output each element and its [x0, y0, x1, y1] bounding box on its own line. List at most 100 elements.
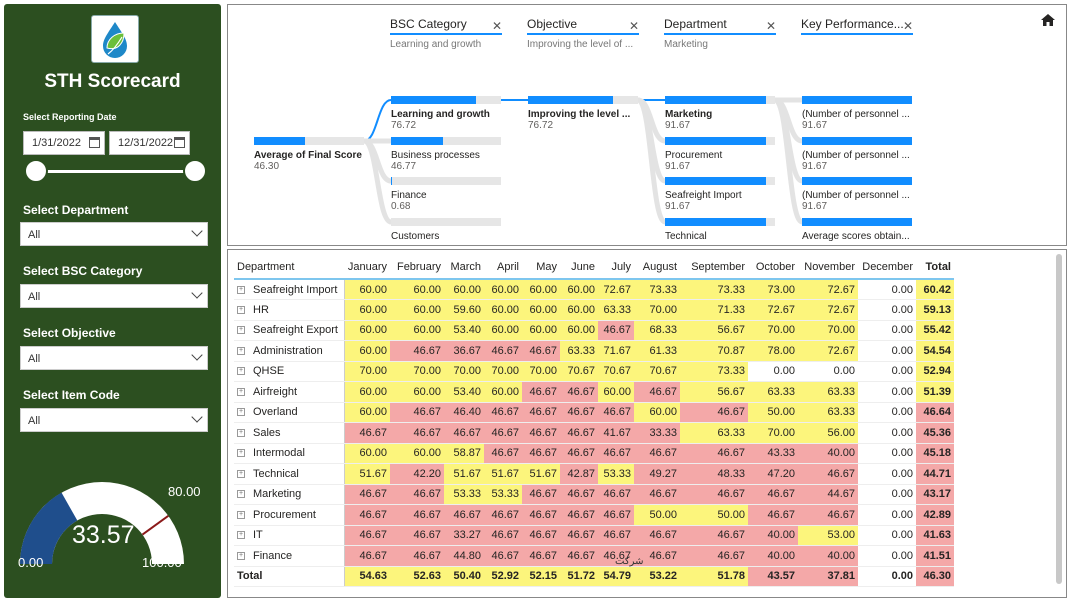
item-code-dropdown[interactable]: All: [20, 408, 208, 432]
department-cell[interactable]: + QHSE: [234, 361, 345, 382]
tree-node-bsc-category[interactable]: Customers: [391, 218, 503, 242]
table-row: + IT 46.67 46.67 33.27 46.67 46.67 46.67 46.67 46…: [234, 525, 954, 546]
node-bar-fill: [665, 177, 766, 185]
expand-icon[interactable]: +: [237, 469, 245, 478]
calendar-icon[interactable]: [174, 137, 185, 148]
chevron-down-icon[interactable]: [191, 287, 203, 299]
expand-icon[interactable]: +: [237, 510, 245, 519]
crumb-title: Objective: [527, 17, 639, 35]
expand-icon[interactable]: +: [237, 428, 245, 437]
column-header[interactable]: February: [390, 255, 444, 280]
column-header[interactable]: July: [598, 255, 634, 280]
crumb-sub: Improving the level of ...: [527, 39, 634, 50]
department-cell[interactable]: + Technical: [234, 463, 345, 485]
department-cell[interactable]: + Seafreight Export: [234, 320, 345, 341]
score-cell: 51.72: [560, 565, 598, 587]
home-icon[interactable]: [1040, 13, 1056, 27]
tree-node-kpi[interactable]: Average scores obtain...: [802, 218, 914, 242]
close-icon[interactable]: ✕: [628, 19, 639, 33]
close-icon[interactable]: ✕: [491, 19, 502, 33]
expand-icon[interactable]: +: [237, 449, 245, 458]
close-icon[interactable]: ✕: [765, 19, 776, 33]
score-cell: 56.67: [680, 381, 748, 403]
department-cell[interactable]: + Procurement: [234, 504, 345, 526]
chevron-down-icon[interactable]: [191, 225, 203, 237]
vertical-scrollbar[interactable]: [1056, 254, 1062, 584]
bsc-category-dropdown[interactable]: All: [20, 284, 208, 308]
tree-node-department[interactable]: Marketing 91.67: [665, 96, 777, 131]
department-cell[interactable]: + HR: [234, 299, 345, 321]
expand-icon[interactable]: +: [237, 551, 245, 560]
slider-start-handle[interactable]: [24, 159, 48, 183]
column-header[interactable]: March: [444, 255, 484, 280]
tree-node-root[interactable]: Average of Final Score 46.30: [254, 137, 366, 172]
chevron-down-icon[interactable]: [191, 349, 203, 361]
department-name: Finance: [253, 549, 293, 562]
close-icon[interactable]: ✕: [902, 19, 913, 33]
column-header[interactable]: May: [522, 255, 560, 280]
score-cell: 53.33: [444, 484, 484, 505]
expand-icon[interactable]: +: [237, 346, 245, 355]
expand-icon[interactable]: +: [237, 408, 245, 417]
column-header[interactable]: Total: [916, 255, 954, 280]
column-header[interactable]: Department: [234, 255, 344, 280]
expand-icon[interactable]: +: [237, 490, 245, 499]
tree-node-kpi[interactable]: (Number of personnel ... 91.67: [802, 137, 914, 172]
node-value: 46.30: [254, 161, 280, 172]
column-header[interactable]: September: [680, 255, 748, 280]
department-cell[interactable]: + Finance: [234, 545, 345, 567]
expand-icon[interactable]: +: [237, 367, 245, 376]
department-cell[interactable]: + Intermodal: [234, 443, 345, 464]
tree-node-bsc-category[interactable]: Business processes 46.77: [391, 137, 503, 172]
total-cell: 59.13: [916, 299, 954, 321]
department-cell[interactable]: + Sales: [234, 422, 345, 444]
column-header[interactable]: November: [798, 255, 858, 280]
tree-node-objective[interactable]: Improving the level ... 76.72: [528, 96, 640, 131]
node-bar-fill: [665, 218, 766, 226]
start-date-input[interactable]: 1/31/2022: [23, 131, 105, 155]
tree-node-kpi[interactable]: (Number of personnel ... 91.67: [802, 96, 914, 131]
crumb-department[interactable]: Department ✕ Marketing: [664, 17, 776, 53]
column-header[interactable]: December: [858, 255, 916, 280]
department-cell[interactable]: + Overland: [234, 402, 345, 423]
date-range-slider[interactable]: [39, 170, 199, 173]
table-row: + Seafreight Import 60.00 60.00 60.00 60.00 60…: [234, 279, 954, 300]
score-cell: 33.33: [634, 422, 680, 444]
column-header[interactable]: October: [748, 255, 798, 280]
crumb-objective[interactable]: Objective ✕ Improving the level of ...: [527, 17, 639, 53]
department-cell[interactable]: Total: [234, 565, 345, 587]
expand-icon[interactable]: +: [237, 326, 245, 335]
crumb-kpi[interactable]: Key Performance... ✕: [801, 17, 913, 53]
crumb-bsc-category[interactable]: BSC Category ✕ Learning and growth: [390, 17, 502, 53]
expand-icon[interactable]: +: [237, 285, 245, 294]
calendar-icon[interactable]: [89, 137, 100, 148]
objective-dropdown[interactable]: All: [20, 346, 208, 370]
tree-node-department[interactable]: Seafreight Import 91.67: [665, 177, 777, 212]
tree-node-kpi[interactable]: (Number of personnel ... 91.67: [802, 177, 914, 212]
expand-icon[interactable]: +: [237, 305, 245, 314]
total-cell: 54.54: [916, 340, 954, 362]
department-cell[interactable]: + Administration: [234, 340, 345, 362]
tree-node-bsc-category[interactable]: Finance 0.68: [391, 177, 503, 212]
expand-icon[interactable]: +: [237, 531, 245, 540]
score-cell: 46.67: [484, 340, 522, 362]
score-cell: 54.79: [598, 565, 634, 587]
tree-node-bsc-category[interactable]: Learning and growth 76.72: [391, 96, 503, 131]
department-cell[interactable]: + Marketing: [234, 484, 345, 505]
column-header[interactable]: April: [484, 255, 522, 280]
chevron-down-icon[interactable]: [191, 411, 203, 423]
department-dropdown[interactable]: All: [20, 222, 208, 246]
end-date-input[interactable]: 12/31/2022: [109, 131, 190, 155]
column-header[interactable]: August: [634, 255, 680, 280]
scorecard-matrix: Department January February March April May Ju…: [227, 249, 1067, 598]
column-header[interactable]: January: [344, 255, 390, 280]
department-cell[interactable]: + IT: [234, 525, 345, 546]
tree-node-department[interactable]: Procurement 91.67: [665, 137, 777, 172]
department-cell[interactable]: + Airfreight: [234, 381, 345, 403]
slider-end-handle[interactable]: [183, 159, 207, 183]
tree-node-department[interactable]: Technical: [665, 218, 777, 242]
column-header[interactable]: June: [560, 255, 598, 280]
department-cell[interactable]: + Seafreight Import: [234, 279, 345, 300]
score-cell: 70.00: [798, 320, 858, 341]
expand-icon[interactable]: +: [237, 387, 245, 396]
